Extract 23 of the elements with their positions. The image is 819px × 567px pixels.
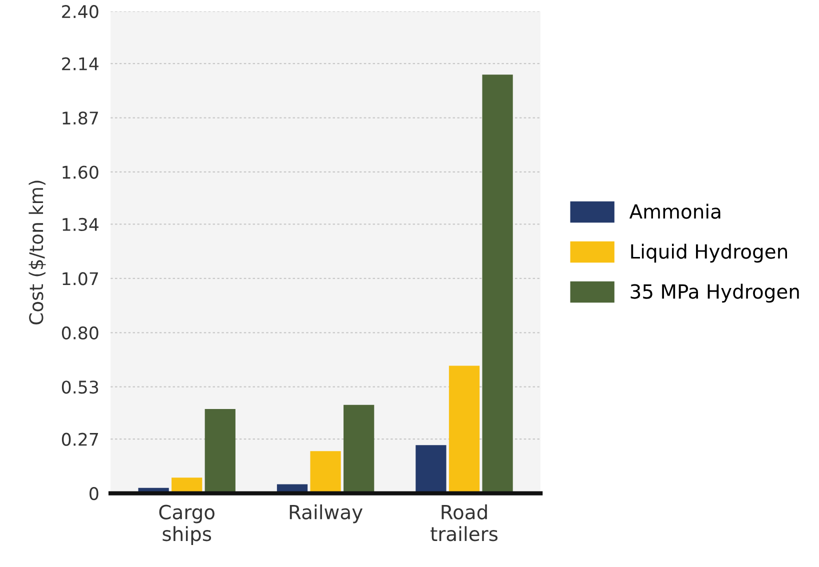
x-tick-label: Road trailers <box>430 504 498 542</box>
bar <box>416 445 446 494</box>
y-tick-label: 0.27 <box>62 432 98 446</box>
legend-label: 35 MPa Hydrogen <box>630 284 799 303</box>
bar <box>482 74 513 494</box>
x-tick-label: Railway <box>290 504 363 524</box>
y-tick-label: 0 <box>90 487 98 500</box>
bar <box>344 404 374 494</box>
y-tick-label: 0.53 <box>62 380 98 394</box>
y-tick-label: 2.40 <box>62 5 98 18</box>
legend-label: Liquid Hydrogen <box>631 244 788 263</box>
y-tick-label: 0.80 <box>62 326 98 340</box>
y-tick-label: 1.34 <box>62 218 98 232</box>
y-tick-label: 1.87 <box>62 111 98 125</box>
bar <box>204 408 236 494</box>
y-tick-label: 1.07 <box>62 272 98 286</box>
y-axis-title: Cost ($/ton km) <box>28 180 46 324</box>
x-tick-label: Cargo ships <box>159 504 214 545</box>
legend-label: Ammonia <box>629 204 720 219</box>
y-tick-label: 1.60 <box>62 166 98 179</box>
bar <box>310 451 341 494</box>
bar <box>448 366 480 494</box>
y-tick-label: 2.14 <box>62 57 98 70</box>
